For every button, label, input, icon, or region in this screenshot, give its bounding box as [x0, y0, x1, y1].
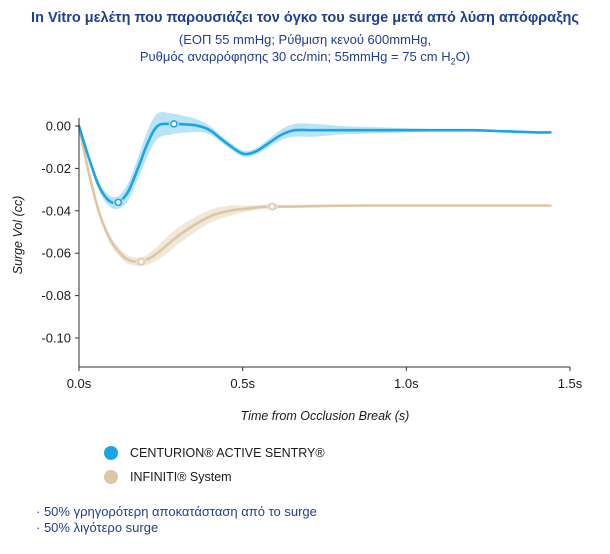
subtitle-subscript: 2: [450, 56, 456, 67]
band-centurion: [79, 111, 551, 210]
subtitle-line-2: Ρυθμός αναρρόφησης 30 cc/min; 55mmHg = 7…: [0, 48, 610, 71]
marker-point-centurion: [114, 198, 123, 207]
x-tick-label: 0.5s: [230, 376, 255, 391]
y-tick-label: 0.00: [46, 119, 71, 134]
subtitle-line-2-end: O): [455, 49, 471, 64]
x-tick-label: 0.0s: [67, 376, 92, 391]
marker-point-infiniti: [268, 202, 276, 211]
legend-label-infiniti: INFINITI® System: [130, 470, 232, 484]
y-tick-label: -0.08: [41, 288, 71, 303]
chart-subtitle: (ΕΟΠ 55 mmHg; Ρύθμιση κενού 600mmHg, Ρυθ…: [0, 31, 610, 71]
legend-swatch-infiniti: [104, 470, 118, 484]
note-item: · 50% λιγότερο surge: [36, 520, 159, 535]
subtitle-line-1: (ΕΟΠ 55 mmHg; Ρύθμιση κενού 600mmHg,: [178, 32, 432, 47]
surge-volume-chart: 0.00 -0.02 -0.04 -0.06 -0.08 -0.10 0.0s 0.5s 1.…: [11, 111, 583, 423]
marker-point-centurion: [170, 120, 178, 128]
legend-swatch-centurion: [104, 446, 118, 460]
notes-list: · 50% γρηγορότερη αποκατάσταση από το su…: [36, 504, 317, 536]
y-tick-label: -0.04: [41, 203, 71, 218]
x-axis-label: Time from Occlusion Break (s): [241, 409, 410, 423]
y-tick-label: -0.10: [41, 331, 71, 346]
legend-item-centurion: CENTURION® ACTIVE SENTRY®: [104, 441, 325, 465]
y-tick-label: -0.06: [41, 246, 71, 261]
marker-point-infiniti: [137, 257, 145, 266]
legend-item-infiniti: INFINITI® System: [104, 465, 325, 489]
chart-title: In Vitro μελέτη που παρουσιάζει τον όγκο…: [31, 10, 579, 26]
subtitle-line-2-text: Ρυθμός αναρρόφησης 30 cc/min; 55mmHg = 7…: [139, 49, 451, 64]
note-item: · 50% γρηγορότερη αποκατάσταση από το su…: [36, 504, 317, 519]
y-tick-label: -0.02: [41, 161, 71, 176]
series-line-centurion: [77, 122, 552, 205]
x-tick-label: 1.0s: [394, 376, 419, 391]
series-line-infiniti: [77, 124, 552, 264]
chart-legend: CENTURION® ACTIVE SENTRY® INFINITI® Syst…: [104, 441, 325, 489]
legend-label-centurion: CENTURION® ACTIVE SENTRY®: [130, 446, 325, 460]
y-axis-label: Surge Vol (cc): [11, 196, 25, 275]
x-tick-label: 1.5s: [558, 376, 583, 391]
